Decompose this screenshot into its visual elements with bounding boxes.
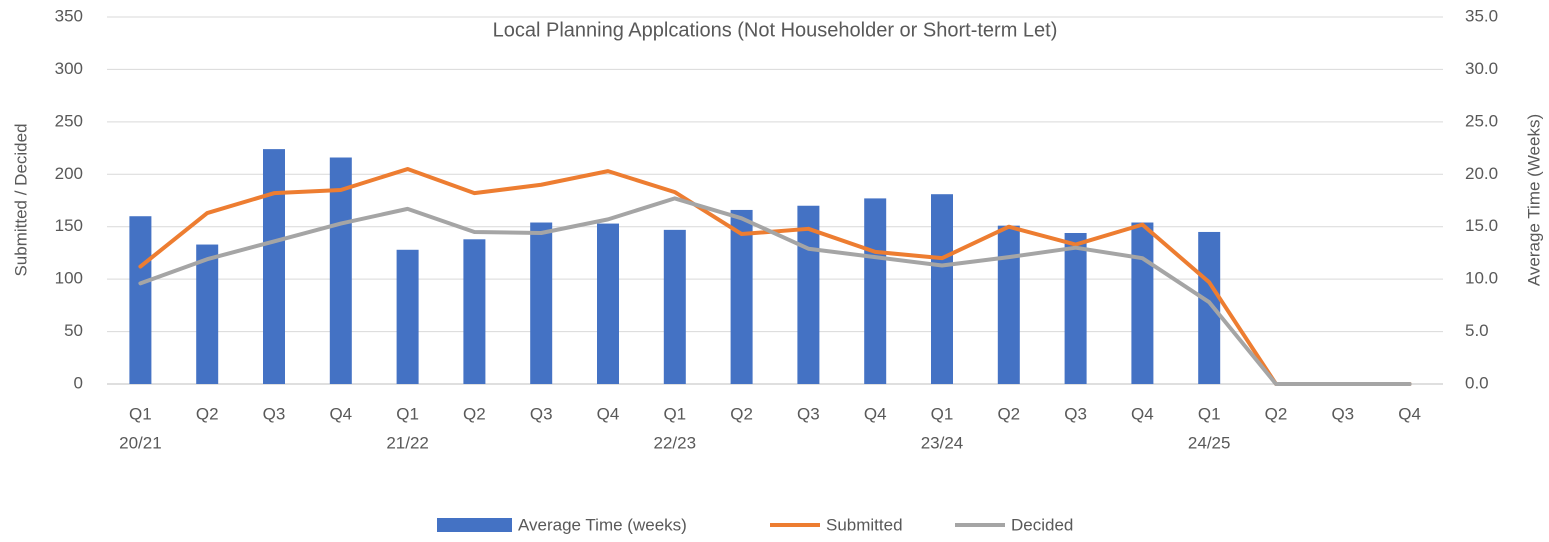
y-tick-label: 0 bbox=[74, 373, 83, 392]
y2-axis-title: Average Time (Weeks) bbox=[1524, 114, 1543, 286]
bar bbox=[129, 216, 152, 384]
x-tick-label: Q1 bbox=[1198, 404, 1221, 423]
legend-label: Average Time (weeks) bbox=[518, 515, 687, 534]
x-group-label: 23/24 bbox=[921, 433, 964, 452]
bar bbox=[730, 209, 753, 384]
x-group-label: 22/23 bbox=[654, 433, 697, 452]
bar bbox=[263, 149, 285, 384]
x-tick-label: Q4 bbox=[597, 404, 620, 423]
y2-tick-label: 30.0 bbox=[1465, 59, 1498, 78]
x-tick-label: Q1 bbox=[129, 404, 152, 423]
x-group-label: 20/21 bbox=[119, 433, 162, 452]
x-tick-label: Q4 bbox=[864, 404, 887, 423]
legend-label: Decided bbox=[1011, 515, 1073, 534]
bar bbox=[1198, 231, 1221, 384]
bar bbox=[1064, 233, 1087, 384]
line bbox=[138, 196, 1412, 386]
bar bbox=[463, 239, 486, 384]
bar bbox=[597, 223, 619, 384]
x-tick-label: Q1 bbox=[396, 404, 419, 423]
x-tick-label: Q3 bbox=[1064, 404, 1087, 423]
y2-tick-label: 15.0 bbox=[1465, 216, 1498, 235]
y-axis-title: Submitted / Decided bbox=[11, 123, 30, 276]
y-tick-label: 250 bbox=[55, 111, 83, 130]
bar bbox=[663, 229, 686, 384]
x-tick-label: Q3 bbox=[797, 404, 820, 423]
bar bbox=[864, 198, 887, 384]
bar bbox=[530, 222, 553, 384]
y2-tick-label: 20.0 bbox=[1465, 164, 1498, 183]
y-tick-label: 200 bbox=[55, 164, 83, 183]
x-tick-label: Q3 bbox=[263, 404, 286, 423]
y2-tick-label: 5.0 bbox=[1465, 321, 1489, 340]
bar bbox=[396, 249, 419, 384]
x-tick-label: Q4 bbox=[1131, 404, 1154, 423]
x-tick-label: Q2 bbox=[1265, 404, 1288, 423]
bar bbox=[1131, 222, 1154, 384]
x-tick-label: Q3 bbox=[530, 404, 553, 423]
legend-swatch bbox=[437, 518, 512, 532]
x-tick-label: Q2 bbox=[196, 404, 219, 423]
y2-tick-label: 35.0 bbox=[1465, 6, 1498, 25]
bar bbox=[196, 244, 219, 384]
x-tick-label: Q1 bbox=[663, 404, 686, 423]
x-tick-label: Q4 bbox=[329, 404, 352, 423]
y2-tick-label: 0.0 bbox=[1465, 373, 1489, 392]
y-tick-label: 100 bbox=[55, 269, 83, 288]
x-group-label: 21/22 bbox=[386, 433, 429, 452]
y2-tick-label: 25.0 bbox=[1465, 111, 1498, 130]
bar bbox=[997, 225, 1020, 384]
y-tick-label: 150 bbox=[55, 216, 83, 235]
x-tick-label: Q3 bbox=[1331, 404, 1354, 423]
chart-title: Local Planning Applcations (Not Househol… bbox=[493, 19, 1058, 41]
y-tick-label: 50 bbox=[64, 321, 83, 340]
bar bbox=[931, 194, 953, 384]
x-tick-label: Q2 bbox=[997, 404, 1020, 423]
bar bbox=[329, 157, 352, 384]
x-group-label: 24/25 bbox=[1188, 433, 1231, 452]
legend-label: Submitted bbox=[826, 515, 903, 534]
x-tick-label: Q1 bbox=[931, 404, 954, 423]
x-tick-label: Q4 bbox=[1398, 404, 1421, 423]
y2-tick-label: 10.0 bbox=[1465, 269, 1498, 288]
x-tick-label: Q2 bbox=[730, 404, 753, 423]
y-tick-label: 300 bbox=[55, 59, 83, 78]
x-tick-label: Q2 bbox=[463, 404, 486, 423]
y-tick-label: 350 bbox=[55, 6, 83, 25]
